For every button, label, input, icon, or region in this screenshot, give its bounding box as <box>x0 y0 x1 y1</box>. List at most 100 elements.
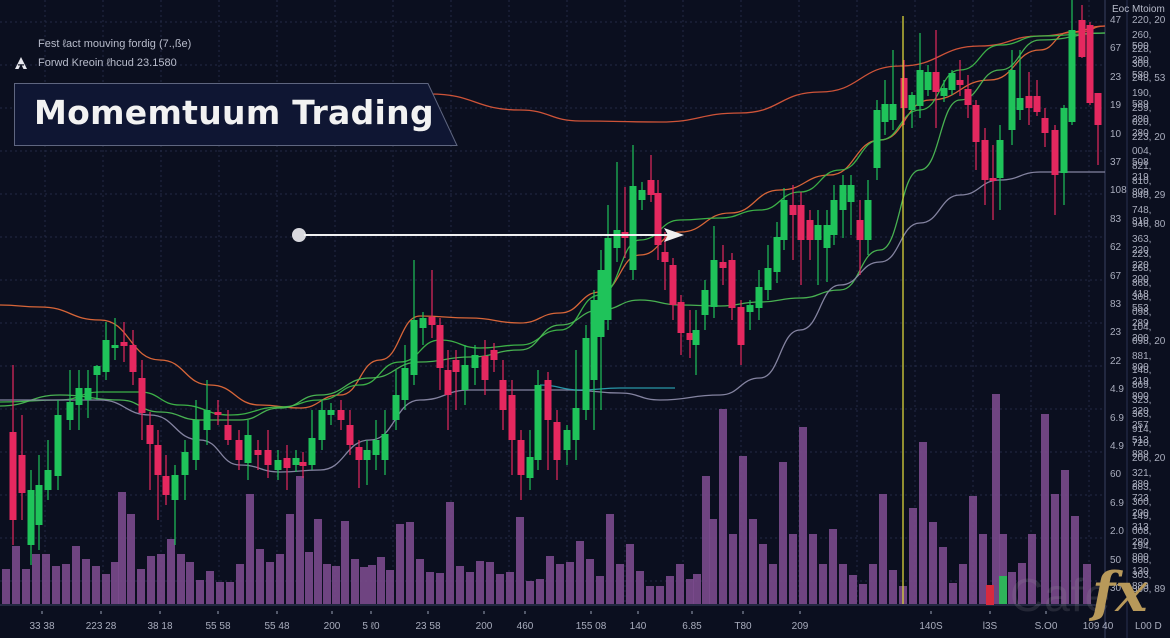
candle-bearish <box>728 260 736 308</box>
candle-bullish <box>44 470 52 490</box>
volume-bar <box>979 534 987 604</box>
candle-bullish <box>66 402 74 420</box>
volume-bar <box>12 546 20 604</box>
volume-bar <box>516 517 524 604</box>
price-axis-value: 720, 889 <box>1132 438 1152 461</box>
price-axis-value: 149, 313 <box>1132 511 1152 534</box>
watermark-fx-logo: fx <box>1092 560 1148 624</box>
candle-bearish <box>1051 130 1059 175</box>
watermark-text: Cafe <box>1010 569 1112 621</box>
volume-bar <box>829 529 837 604</box>
candle-bearish <box>1025 96 1033 108</box>
volume-bar <box>351 559 359 604</box>
volume-bar <box>702 476 710 604</box>
candle-bearish <box>553 422 561 460</box>
candle-bullish <box>830 200 838 235</box>
price-axis-label: 19 <box>1110 100 1122 112</box>
candle-bullish <box>1008 70 1016 130</box>
price-axis-value: 223, 220 <box>1132 248 1152 271</box>
volume-bar <box>686 579 694 604</box>
volume-bar <box>206 571 214 604</box>
candle-bullish <box>192 420 200 460</box>
candle-bullish <box>638 190 646 200</box>
candle-bearish <box>856 220 864 240</box>
price-axis-label: 4.9 <box>1110 384 1124 396</box>
volume-bar <box>819 564 827 604</box>
candle-bearish <box>436 325 444 368</box>
candle-bearish <box>154 445 162 475</box>
volume-bar <box>22 569 30 604</box>
price-axis-label: 62 <box>1110 242 1122 254</box>
price-axis-value: 259, 280 <box>1132 102 1152 125</box>
candle-bearish <box>677 302 685 333</box>
price-axis-value: 808, 130 <box>1132 555 1152 578</box>
candle-bullish <box>764 268 772 290</box>
volume-bar <box>709 519 717 604</box>
price-axis-value: 008, 280 <box>1132 526 1152 548</box>
volume-bar <box>246 494 254 604</box>
price-axis-label: 6.9 <box>1110 497 1124 509</box>
candle-bullish <box>181 452 189 475</box>
candle-bearish <box>989 178 997 181</box>
candle-bullish <box>710 260 718 307</box>
volume-bar <box>476 561 484 604</box>
candle-bullish <box>996 140 1004 178</box>
price-axis-value: 206, 20 <box>1132 453 1166 464</box>
candle-bullish <box>308 438 316 465</box>
momentum-arrow-head-icon <box>664 228 684 242</box>
volume-bar <box>406 522 414 604</box>
volume-bar <box>236 564 244 604</box>
volume-bar <box>177 554 185 604</box>
price-axis-value: 881, 800 <box>1132 350 1152 373</box>
candle-bearish <box>9 432 17 520</box>
candle-bullish <box>327 410 335 415</box>
volume-bar <box>739 456 747 604</box>
candle-bearish <box>654 193 662 245</box>
candle-bullish <box>597 270 605 337</box>
candle-bullish <box>847 185 855 202</box>
volume-bar <box>486 562 494 604</box>
price-axis-label: 2.0 <box>1110 526 1124 538</box>
candle-bullish <box>916 70 924 106</box>
candle-bullish <box>780 200 788 240</box>
volume-bar <box>999 534 1007 604</box>
volume-bar <box>196 580 204 604</box>
volume-bar <box>969 496 977 604</box>
price-axis-value: 020, 280 <box>1132 117 1152 140</box>
volume-bar <box>137 569 145 604</box>
volume-bar <box>729 534 737 604</box>
price-axis-label: 22 <box>1110 355 1122 367</box>
candle-bearish <box>452 360 460 372</box>
price-axis-label: 4.9 <box>1110 441 1124 452</box>
time-axis-label: T80 <box>734 621 752 632</box>
candle-bearish <box>146 425 154 444</box>
volume-bar <box>889 570 897 604</box>
volume-bar <box>646 586 654 604</box>
volume-bar <box>118 492 126 604</box>
volume-bar <box>1051 494 1059 604</box>
volume-bar <box>556 564 564 604</box>
price-axis-value: 810, 809 <box>1132 175 1152 198</box>
candle-bearish <box>797 205 805 240</box>
title-banner-frame <box>14 83 458 146</box>
volume-bar <box>305 552 313 604</box>
volume-bar <box>789 534 797 604</box>
volume-bar <box>626 544 634 604</box>
price-axis-value: 098, 289 <box>1132 307 1152 329</box>
price-axis-value: 004, 508 <box>1132 146 1152 169</box>
price-axis-value: 300, 200 <box>1132 496 1152 519</box>
volume-bar <box>536 579 544 604</box>
candle-bearish <box>964 89 972 105</box>
time-axis-label: 33 38 <box>29 621 55 632</box>
price-axis-value: 248, 53 <box>1132 73 1166 85</box>
page-title: Momemtuum Trading <box>34 93 434 132</box>
candle-bullish <box>318 410 326 440</box>
price-axis-label: 108 <box>1110 185 1127 197</box>
volume-bar <box>959 564 967 604</box>
arrow-start-dot <box>292 228 306 242</box>
candle-bullish <box>392 395 400 420</box>
candle-bullish <box>864 200 872 240</box>
indicator-label-1: Fest ℓact mouving fordig (7.,ße) <box>38 38 192 50</box>
